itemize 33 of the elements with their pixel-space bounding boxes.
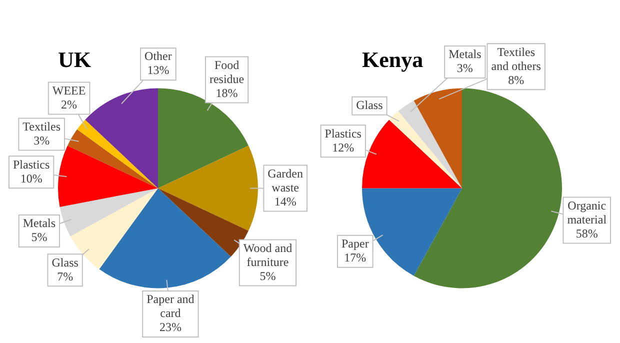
slice-label: Textiles (22, 119, 61, 134)
slice-label: Glass (356, 98, 384, 112)
slice-label: Plastics (13, 157, 50, 172)
data-label: 2% (61, 97, 78, 112)
data-label: 23% (159, 320, 182, 334)
data-label: 8% (508, 72, 524, 87)
chart-title: Kenya (362, 46, 424, 72)
data-label: 10% (20, 171, 42, 186)
slice-label: Textiles and others (491, 44, 542, 73)
slice-label: Food residue (209, 58, 244, 86)
data-label: 7% (57, 269, 74, 284)
data-label: 12% (332, 140, 354, 154)
chart-title: UK (58, 46, 91, 72)
slice-label: Garden waste (268, 166, 304, 194)
slice-label: Paper (341, 236, 369, 251)
data-label: 3% (34, 133, 50, 148)
data-label: 17% (344, 250, 366, 265)
slice-label: Wood and furniture (243, 240, 292, 269)
slice-label: Metals (448, 47, 482, 62)
data-label: 5% (31, 230, 48, 244)
slice-label: Organic material (567, 198, 608, 226)
data-label: 14% (274, 194, 296, 208)
slice-label: Glass (52, 255, 79, 270)
data-label: 13% (147, 63, 170, 78)
slice-label: Metals (22, 216, 56, 230)
slice-label: WEEE (52, 83, 86, 98)
data-label: 58% (576, 226, 598, 240)
data-label: 5% (260, 268, 276, 283)
data-label: 18% (216, 86, 238, 100)
slice-label: Plastics (324, 126, 362, 140)
slice-label: Paper and card (146, 292, 194, 320)
data-label: 3% (456, 61, 473, 76)
slice-label: Other (144, 49, 172, 64)
